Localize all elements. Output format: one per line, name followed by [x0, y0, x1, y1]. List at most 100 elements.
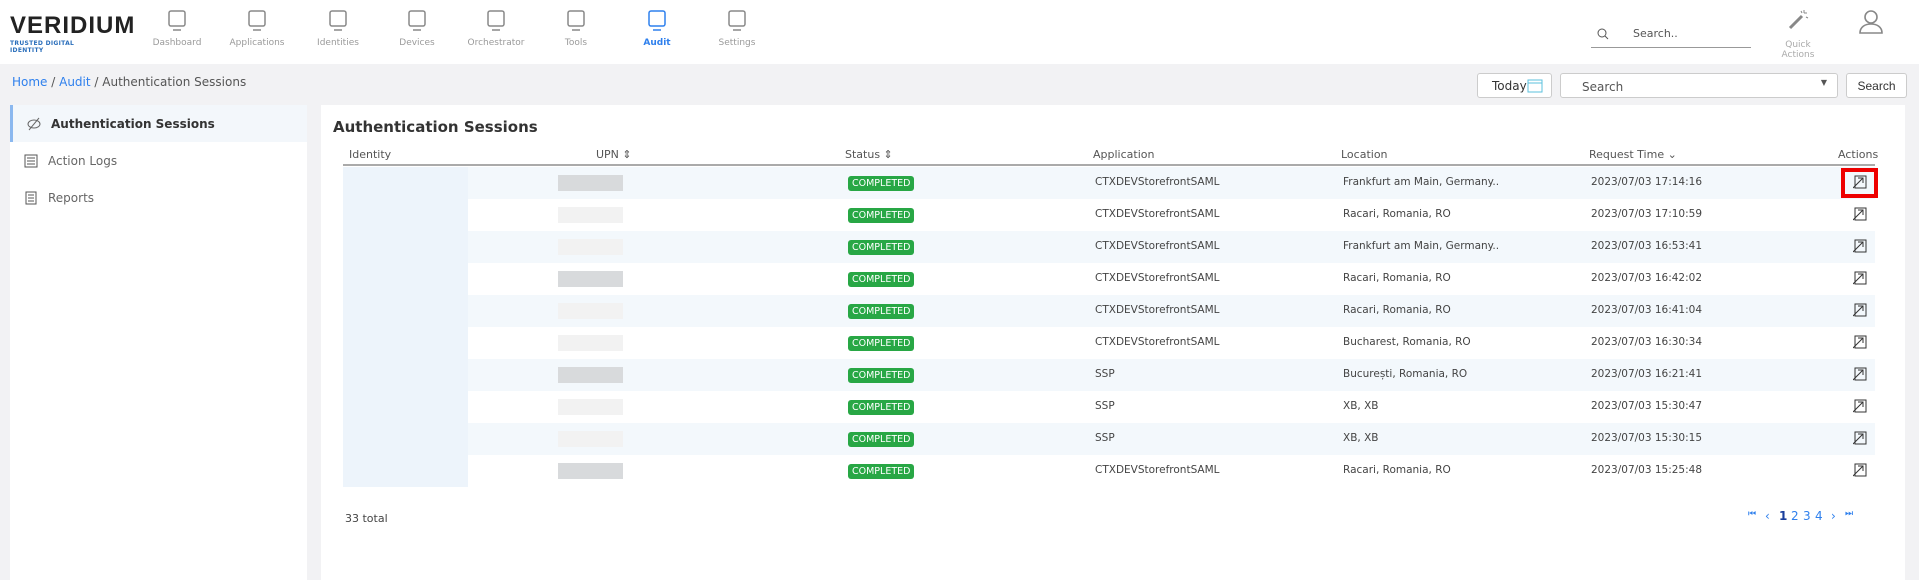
status-badge: COMPLETED [848, 336, 915, 351]
flow-icon [487, 10, 505, 31]
col-application: Application [1093, 148, 1155, 161]
open-external-icon[interactable] [1853, 335, 1867, 349]
status-badge: COMPLETED [848, 208, 915, 223]
open-external-icon[interactable] [1853, 303, 1867, 317]
nav-settings[interactable]: Settings [697, 8, 777, 48]
status-badge: COMPLETED [848, 176, 915, 191]
gear-icon [728, 10, 746, 31]
application-cell: CTXDEVStorefrontSAML [1095, 240, 1220, 252]
nav-audit[interactable]: Audit [617, 8, 697, 48]
status-badge: COMPLETED [848, 368, 915, 383]
upn-cell-redacted [558, 335, 623, 351]
location-cell: Frankfurt am Main, Germany.. [1343, 240, 1500, 252]
status-badge: COMPLETED [848, 400, 915, 415]
search-button[interactable]: Search [1846, 73, 1907, 98]
upn-cell-redacted [558, 175, 623, 191]
last-page-button[interactable]: ⏭ [1845, 509, 1854, 519]
col-location: Location [1341, 148, 1388, 161]
page-2[interactable]: 2 [1791, 509, 1799, 523]
identity-cell-redacted [343, 167, 468, 199]
identity-cell-redacted [343, 455, 468, 487]
nav-applications[interactable]: Applications [217, 8, 297, 48]
open-external-icon[interactable] [1853, 463, 1867, 477]
top-search-input[interactable]: Search.. [1591, 22, 1751, 48]
nav-tools[interactable]: Tools [536, 8, 616, 48]
nav-orchestrator[interactable]: Orchestrator [456, 8, 536, 48]
first-page-button[interactable]: ⏮ [1748, 509, 1757, 519]
upn-cell-redacted [558, 399, 623, 415]
upn-cell-redacted [558, 239, 623, 255]
table-row[interactable]: COMPLETED SSP XB, XB 2023/07/03 15:30:15 [343, 423, 1875, 455]
breadcrumb-audit[interactable]: Audit [59, 75, 91, 89]
identity-cell-redacted [343, 295, 468, 327]
location-cell: Racari, Romania, RO [1343, 272, 1451, 284]
next-page-button[interactable]: › [1831, 509, 1836, 523]
col-request-time[interactable]: Request Time ⌄ [1589, 148, 1677, 161]
upn-cell-redacted [558, 431, 623, 447]
open-external-icon[interactable] [1853, 239, 1867, 253]
application-cell: SSP [1095, 368, 1115, 380]
table-row[interactable]: COMPLETED SSP XB, XB 2023/07/03 15:30:47 [343, 391, 1875, 423]
open-external-icon[interactable] [1853, 367, 1867, 381]
identity-cell-redacted [343, 327, 468, 359]
col-upn[interactable]: UPN ⇕ [596, 148, 632, 161]
table-row[interactable]: COMPLETED CTXDEVStorefrontSAML Bucharest… [343, 327, 1875, 359]
location-cell: XB, XB [1343, 400, 1379, 412]
sidebar: Authentication Sessions Action Logs Repo… [10, 105, 307, 580]
sidebar-item-authentication-sessions[interactable]: Authentication Sessions [10, 105, 307, 142]
table-header: Identity UPN ⇕ Status ⇕ Application Loca… [343, 143, 1879, 166]
page-3[interactable]: 3 [1803, 509, 1811, 523]
search-select[interactable]: Search ▼ [1560, 73, 1838, 98]
table-row[interactable]: COMPLETED CTXDEVStorefrontSAML Frankfurt… [343, 231, 1875, 263]
col-status[interactable]: Status ⇕ [845, 148, 893, 161]
location-cell: Racari, Romania, RO [1343, 208, 1451, 220]
application-cell: CTXDEVStorefrontSAML [1095, 336, 1220, 348]
logo[interactable]: VERIDIUM TRUSTED DIGITAL IDENTITY [10, 12, 136, 54]
application-cell: CTXDEVStorefrontSAML [1095, 272, 1220, 284]
upn-cell-redacted [558, 271, 623, 287]
today-button[interactable]: Today [1477, 73, 1552, 98]
table-row[interactable]: COMPLETED CTXDEVStorefrontSAML Racari, R… [343, 295, 1875, 327]
sidebar-item-action-logs[interactable]: Action Logs [10, 142, 307, 179]
identity-cell-redacted [343, 359, 468, 391]
upn-cell-redacted [558, 303, 623, 319]
table-row[interactable]: COMPLETED CTXDEVStorefrontSAML Racari, R… [343, 199, 1875, 231]
sidebar-item-reports[interactable]: Reports [10, 179, 307, 216]
table-row[interactable]: COMPLETED SSP București, Romania, RO 202… [343, 359, 1875, 391]
monitor-icon [168, 10, 186, 31]
location-cell: București, Romania, RO [1343, 368, 1468, 380]
status-badge: COMPLETED [848, 464, 915, 479]
user-avatar[interactable] [1858, 8, 1884, 38]
open-external-icon[interactable] [1853, 431, 1867, 445]
identity-cell-redacted [343, 263, 468, 295]
request-time-cell: 2023/07/03 16:30:34 [1591, 336, 1703, 348]
nav-identities[interactable]: Identities [298, 8, 378, 48]
user-icon [1859, 10, 1883, 34]
table-row[interactable]: COMPLETED CTXDEVStorefrontSAML Racari, R… [343, 455, 1875, 487]
report-icon [25, 191, 37, 204]
nav-dashboard[interactable]: Dashboard [137, 8, 217, 48]
col-actions: Actions [1838, 148, 1879, 161]
quick-actions-button[interactable]: Quick Actions [1768, 8, 1828, 60]
logs-icon [24, 154, 38, 167]
breadcrumb-home[interactable]: Home [12, 75, 48, 89]
search-icon [1597, 28, 1609, 40]
open-external-icon[interactable] [1853, 399, 1867, 413]
request-time-cell: 2023/07/03 16:53:41 [1591, 240, 1703, 252]
breadcrumb: Home / Audit / Authentication Sessions [12, 75, 247, 89]
open-external-icon[interactable] [1853, 175, 1867, 189]
page-1[interactable]: 1 [1779, 509, 1788, 523]
table-row[interactable]: COMPLETED CTXDEVStorefrontSAML Frankfurt… [343, 167, 1878, 199]
open-external-icon[interactable] [1853, 207, 1867, 221]
status-badge: COMPLETED [848, 240, 915, 255]
table-row[interactable]: COMPLETED CTXDEVStorefrontSAML Racari, R… [343, 263, 1875, 295]
location-cell: Racari, Romania, RO [1343, 304, 1451, 316]
open-external-icon[interactable] [1853, 271, 1867, 285]
eye-slash-icon [27, 117, 41, 130]
sessions-panel: Authentication Sessions Identity UPN ⇕ S… [321, 105, 1905, 580]
highlight-box [1841, 168, 1878, 198]
nav-devices[interactable]: Devices [377, 8, 457, 48]
prev-page-button[interactable]: ‹ [1765, 509, 1770, 523]
page-4[interactable]: 4 [1815, 509, 1823, 523]
upn-cell-redacted [558, 463, 623, 479]
